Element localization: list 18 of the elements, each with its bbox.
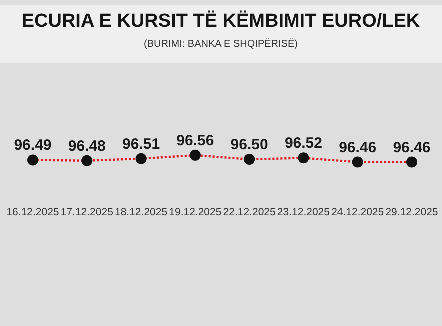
data-label: 96.46 xyxy=(339,139,377,156)
data-label: 96.52 xyxy=(284,135,322,152)
x-tick-label: 18.12.2025 xyxy=(115,206,168,218)
data-label: 96.50 xyxy=(230,136,268,154)
chart-title: ECURIA E KURSIT TË KËMBIMIT EURO/LEK xyxy=(20,11,422,33)
data-label: 96.49 xyxy=(14,137,52,154)
x-tick-label: 29.12.2025 xyxy=(386,206,438,218)
x-tick-label: 16.12.2025 xyxy=(6,206,60,218)
x-tick-label: 17.12.2025 xyxy=(60,206,114,218)
x-tick-label: 23.12.2025 xyxy=(277,206,330,218)
x-tick-label: 24.12.2025 xyxy=(332,206,384,218)
data-label: 96.46 xyxy=(393,139,431,156)
x-tick-label: 22.12.2025 xyxy=(223,206,276,218)
x-tick-label: 19.12.2025 xyxy=(169,206,222,218)
data-label: 96.48 xyxy=(68,138,106,155)
data-label: 96.51 xyxy=(122,136,160,153)
chart-subtitle: (BURIMI: BANKA E SHQIPËRISË) xyxy=(143,39,299,50)
data-label: 96.56 xyxy=(176,132,214,150)
